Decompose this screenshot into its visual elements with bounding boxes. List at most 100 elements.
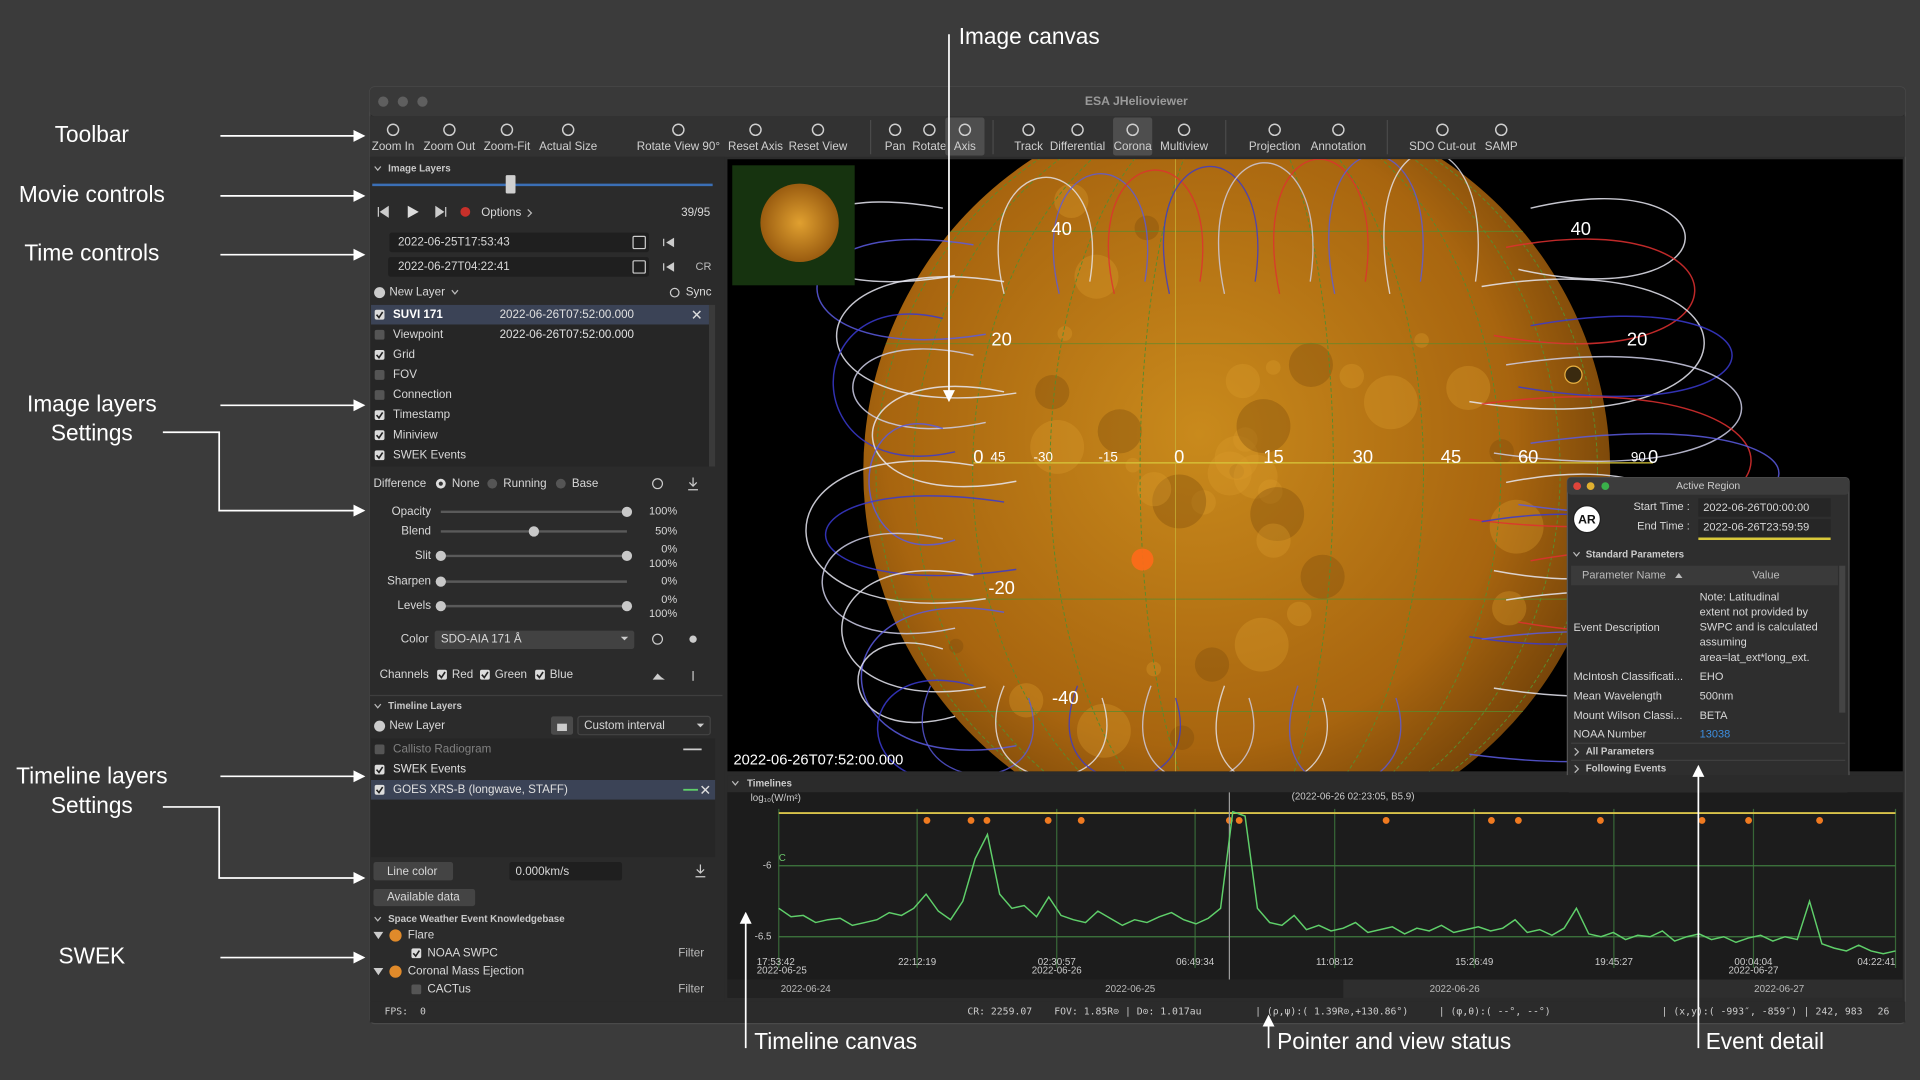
toolbar-button[interactable]: Projection (1249, 140, 1301, 153)
layer-name[interactable]: Timestamp (393, 408, 450, 421)
slider-thumb[interactable] (435, 576, 446, 587)
event-type-icon (1572, 505, 1602, 534)
line-color-button[interactable] (373, 862, 454, 881)
toolbar-button[interactable]: Differential (1050, 140, 1105, 153)
toolbar-button[interactable]: Zoom Out (424, 140, 476, 153)
radio[interactable] (555, 478, 566, 489)
toolbar-icon (958, 123, 972, 137)
remove-layer[interactable] (701, 785, 710, 794)
toolbar-button[interactable]: Actual Size (539, 140, 597, 153)
slider-thumb[interactable] (528, 526, 540, 537)
checkbox[interactable] (374, 744, 385, 755)
slider-thumb[interactable] (435, 600, 446, 612)
layer-name[interactable]: SWEK Events (393, 448, 466, 461)
checkbox[interactable] (535, 669, 545, 680)
event-marker[interactable] (923, 816, 931, 824)
window-button[interactable] (397, 96, 409, 107)
checkbox[interactable] (374, 390, 385, 400)
event-marker[interactable] (1488, 816, 1495, 824)
section-header[interactable]: Following Events (1586, 764, 1667, 775)
layer-name[interactable]: FOV (393, 368, 417, 381)
window-button[interactable] (1601, 482, 1610, 491)
cr-button[interactable]: CR (696, 261, 712, 273)
checkbox[interactable] (374, 349, 385, 360)
toolbar-button[interactable]: Pan (885, 140, 906, 153)
event-marker[interactable] (1235, 816, 1243, 824)
toolbar-button[interactable]: Corona (1114, 140, 1153, 153)
checkbox[interactable] (374, 450, 385, 461)
available-data-button[interactable] (373, 888, 476, 907)
checkbox[interactable] (374, 410, 385, 421)
options-button[interactable]: Options (481, 206, 521, 219)
remove-layer[interactable] (692, 310, 701, 319)
slider-thumb[interactable] (435, 550, 446, 562)
time-field[interactable] (388, 257, 649, 277)
parameter-link[interactable]: 13038 (1700, 729, 1731, 741)
window-button[interactable] (417, 96, 428, 107)
new-layer-button[interactable]: New Layer (389, 719, 445, 732)
window-button[interactable] (1573, 482, 1582, 491)
slider-thumb[interactable] (621, 600, 633, 612)
toolbar-button[interactable]: Annotation (1311, 140, 1367, 153)
event-marker[interactable] (1514, 816, 1522, 824)
toolbar-button[interactable]: Multiview (1160, 140, 1208, 153)
record[interactable] (460, 206, 471, 217)
event-marker[interactable] (1077, 816, 1085, 824)
toolbar-button[interactable]: Track (1014, 140, 1043, 153)
play[interactable] (407, 205, 419, 218)
layer-name[interactable]: Grid (393, 348, 415, 361)
sync-button[interactable]: Sync (686, 286, 712, 299)
checkbox[interactable] (374, 430, 385, 441)
toolbar-button[interactable]: Axis (954, 140, 976, 153)
event-marker[interactable] (1044, 816, 1052, 824)
event-marker[interactable] (1596, 816, 1604, 824)
event-marker[interactable] (983, 816, 991, 824)
checkbox[interactable] (374, 784, 385, 795)
event-marker[interactable] (1382, 816, 1390, 824)
layer-name[interactable]: SUVI 171 (393, 308, 443, 321)
event-marker[interactable] (1745, 816, 1753, 824)
movie-slider-thumb[interactable] (505, 175, 516, 194)
window-button[interactable] (378, 96, 389, 107)
time-field[interactable] (389, 232, 649, 253)
event-marker[interactable] (1816, 816, 1824, 824)
window-button[interactable] (1586, 482, 1595, 491)
layer-name[interactable]: Callisto Radiogram (393, 742, 491, 755)
grid-longitude (1139, 159, 1334, 772)
toolbar-button[interactable]: Zoom In (372, 140, 415, 153)
toolbar-button[interactable]: Rotate (912, 140, 946, 153)
slider-thumb[interactable] (621, 506, 633, 517)
interval-dropdown[interactable] (577, 715, 711, 736)
grid-label: 40 (1051, 218, 1071, 239)
layer-name[interactable]: Connection (393, 388, 452, 401)
filter-button[interactable]: Filter (678, 982, 704, 995)
radio[interactable] (487, 478, 498, 489)
toolbar-button[interactable]: Reset Axis (728, 140, 783, 153)
checkbox[interactable] (411, 948, 422, 959)
toolbar-button[interactable]: SAMP (1485, 140, 1518, 153)
layer-name[interactable]: Viewpoint (393, 328, 444, 341)
checkbox[interactable] (437, 669, 447, 680)
slider-thumb[interactable] (621, 550, 633, 562)
checkbox[interactable] (374, 329, 385, 340)
checkbox[interactable] (374, 309, 385, 320)
event-marker[interactable] (1698, 816, 1706, 824)
color-dropdown[interactable] (434, 630, 635, 649)
checkbox[interactable] (480, 669, 490, 680)
toolbar-button[interactable]: SDO Cut-out (1409, 140, 1476, 153)
toolbar-button[interactable]: Reset View (789, 140, 848, 153)
layer-name[interactable]: Miniview (393, 428, 438, 441)
checkbox[interactable] (374, 370, 385, 380)
toolbar-button[interactable]: Rotate View 90° (637, 140, 720, 153)
layer-name[interactable]: GOES XRS-B (longwave, STAFF) (393, 783, 568, 796)
calendar-icon (632, 260, 646, 274)
new-layer-button[interactable]: New Layer (389, 286, 445, 299)
sun-texture (1286, 601, 1312, 627)
layer-name[interactable]: SWEK Events (393, 763, 466, 776)
checkbox[interactable] (374, 764, 385, 775)
toolbar-button[interactable]: Zoom-Fit (484, 140, 531, 153)
checkbox[interactable] (411, 984, 422, 995)
section-header[interactable]: All Parameters (1586, 746, 1655, 757)
filter-button[interactable]: Filter (678, 946, 704, 959)
event-marker[interactable] (967, 816, 975, 824)
